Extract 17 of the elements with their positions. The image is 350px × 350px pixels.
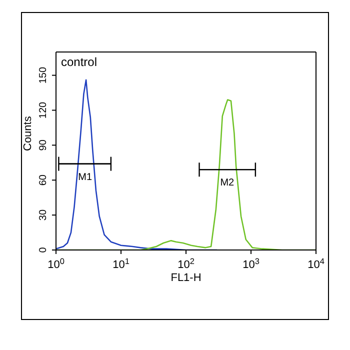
y-tick-label: 90 [38, 139, 49, 151]
x-tick-label: 10$^{0}$ [48, 256, 65, 271]
annotation: M2 [220, 178, 235, 189]
frame-border: control M1 M2 10$^{0}$ 10$^{1}$ 10$^{2}$ 10$^{3}$ 10$^{4}$ FL1-H 0 30 60 90 120 150 Counts [21, 12, 329, 320]
y-tick-label: 150 [38, 66, 49, 84]
annotation: M1 [78, 172, 92, 183]
x-tick-label: 10$^{2}$ [178, 256, 195, 271]
y-tick-label: 60 [38, 174, 49, 186]
x-tick-label: 10$^{3}$ [242, 256, 260, 271]
annotation: control [61, 55, 98, 69]
y-tick-label: 120 [38, 101, 49, 119]
x-axis-title: FL1-H [170, 272, 202, 284]
y-axis-title: Counts [22, 116, 34, 151]
y-tick-label: 30 [38, 209, 49, 221]
x-tick-label: 10$^{4}$ [308, 256, 325, 271]
y-tick-label: 0 [38, 246, 49, 253]
x-tick-label: 10$^{1}$ [112, 256, 130, 271]
